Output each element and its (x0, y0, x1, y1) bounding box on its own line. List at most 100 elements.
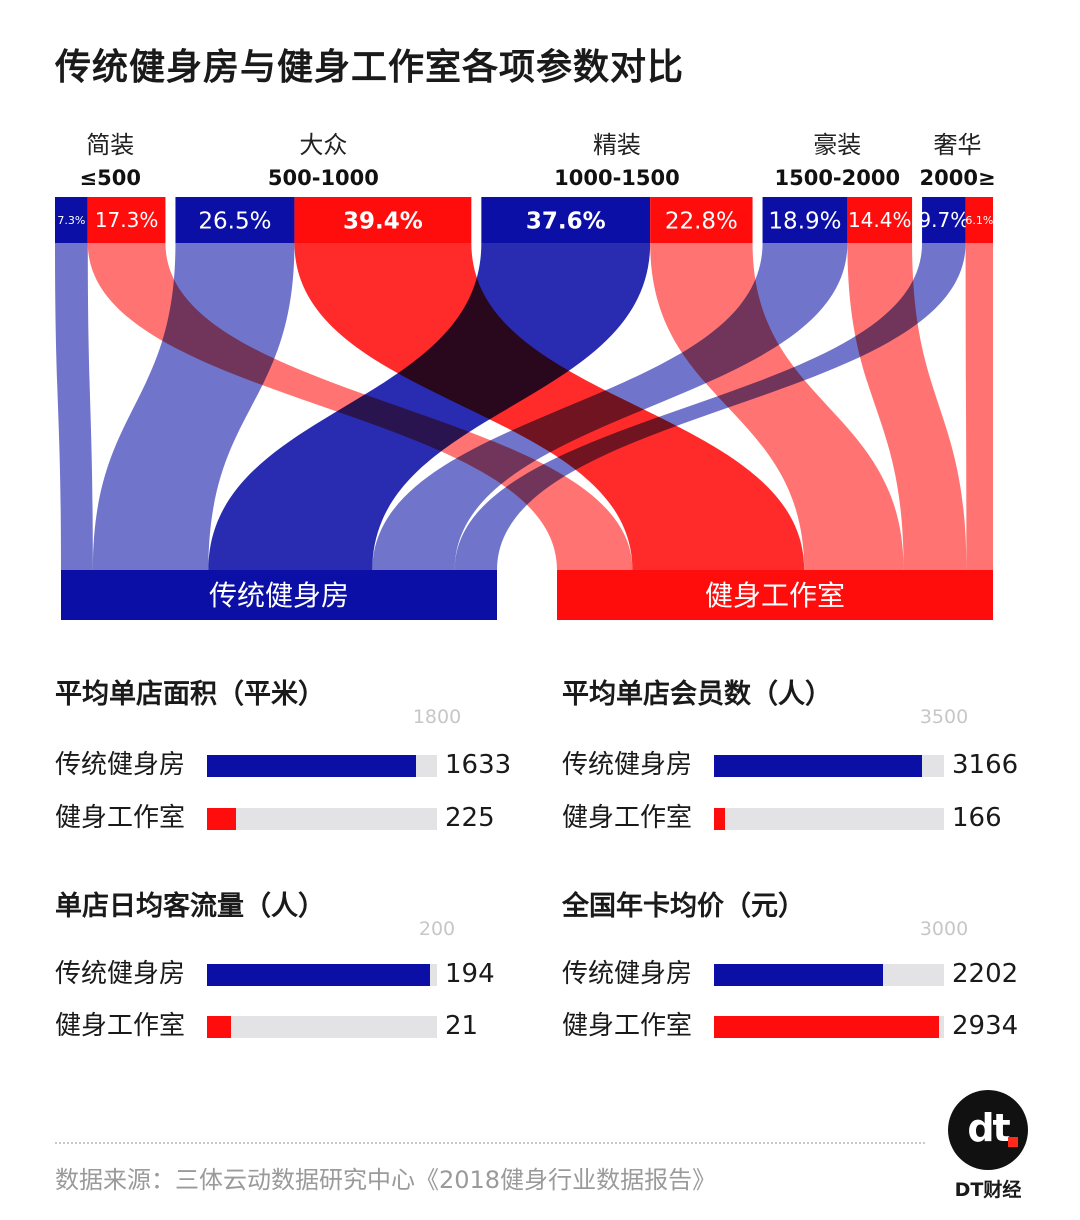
logo-dot (1008, 1137, 1018, 1147)
top-bar-studio (965, 197, 993, 243)
bar-track (207, 964, 437, 986)
top-bar-traditional (481, 197, 651, 243)
bottom-bar-traditional (61, 570, 497, 620)
dt-logo: dt (948, 1090, 1028, 1170)
bar-traditional (207, 755, 416, 777)
top-value-label: 39.4% (343, 208, 423, 234)
bar-row-studio: 健身工作室 225 (55, 803, 525, 833)
flow-traditional (454, 243, 966, 570)
bar-traditional (714, 964, 883, 986)
panel-traffic: 单店日均客流量（人） 200 传统健身房 194 健身工作室 21 (55, 884, 525, 1064)
flow-studio (965, 243, 993, 570)
bottom-bar-label: 传统健身房 (209, 579, 349, 612)
bar-track (714, 808, 944, 830)
top-bar-studio (294, 197, 472, 243)
category-range: 1000-1500 (554, 166, 680, 190)
bar-track (714, 755, 944, 777)
value-label: 194 (445, 959, 495, 989)
top-value-label: 18.9% (768, 208, 841, 234)
row-label: 传统健身房 (55, 959, 186, 989)
bar-row-traditional: 传统健身房 2202 (562, 959, 1032, 989)
bar-track (207, 755, 437, 777)
category-range: 500-1000 (268, 166, 379, 190)
logo-text: dt (967, 1106, 1010, 1150)
flow-traditional (92, 243, 295, 570)
top-value-label: 22.8% (665, 208, 738, 234)
top-value-label: 37.6% (526, 208, 606, 234)
bar-row-traditional: 传统健身房 1633 (55, 750, 525, 780)
top-bar-traditional (922, 197, 966, 243)
brand-name: DT财经 (954, 1179, 1022, 1201)
chart-title: 传统健身房与健身工作室各项参数对比 (55, 47, 685, 88)
top-value-label: 9.7% (918, 208, 969, 232)
top-value-label: 26.5% (198, 208, 271, 234)
top-bar-traditional (55, 197, 88, 243)
top-bar-traditional (175, 197, 295, 243)
bar-row-traditional: 传统健身房 3166 (562, 750, 1032, 780)
axis-max-label: 200 (418, 918, 456, 940)
axis-max-label: 1800 (412, 706, 462, 728)
footer-divider (55, 1142, 925, 1144)
value-label: 2202 (952, 959, 1019, 989)
row-label: 传统健身房 (562, 959, 693, 989)
row-label: 传统健身房 (562, 750, 693, 780)
bar-track (714, 964, 944, 986)
bar-traditional (207, 964, 431, 986)
top-value-label: 7.3% (57, 214, 85, 227)
bar-studio (714, 808, 725, 830)
category-name: 精装 (593, 131, 641, 159)
bottom-bar-label: 健身工作室 (705, 579, 845, 612)
value-label: 225 (445, 803, 495, 833)
value-label: 2934 (952, 1011, 1019, 1041)
top-value-label: 14.4% (848, 208, 912, 232)
bar-track (207, 808, 437, 830)
category-range: 2000≥ (920, 166, 996, 190)
row-label: 健身工作室 (562, 803, 693, 833)
axis-max-label: 3500 (919, 706, 969, 728)
bar-studio (714, 1016, 939, 1038)
bar-studio (207, 1016, 232, 1038)
bar-track (714, 1016, 944, 1038)
bar-track (207, 1016, 437, 1038)
panel-members: 平均单店会员数（人） 3500 传统健身房 3166 健身工作室 166 (562, 672, 1032, 852)
panel-title-traffic: 单店日均客流量（人） (55, 891, 325, 922)
top-bar-studio (847, 197, 913, 243)
row-label: 健身工作室 (55, 1011, 186, 1041)
flow-studio (847, 243, 967, 570)
axis-max-label: 3000 (919, 918, 969, 940)
source-note: 数据来源：三体云动数据研究中心《2018健身行业数据报告》 (55, 1166, 717, 1194)
flow-traditional (55, 243, 93, 570)
bar-row-traditional: 传统健身房 194 (55, 959, 525, 989)
flow-traditional (208, 243, 651, 570)
row-label: 传统健身房 (55, 750, 186, 780)
panel-title-card-price: 全国年卡均价（元） (562, 891, 805, 922)
category-name: 豪装 (813, 131, 861, 159)
bottom-bar-studio (557, 570, 993, 620)
panel-title-area: 平均单店面积（平米） (55, 679, 325, 710)
bar-row-studio: 健身工作室 166 (562, 803, 1032, 833)
bar-studio (207, 808, 236, 830)
sankey-chart: 简装 ≤500 7.3% 17.3% 大众 500-1000 26.5% 39.4% 精装 100… (55, 131, 996, 620)
category-range: 1500-2000 (774, 166, 900, 190)
flow-studio (650, 243, 904, 570)
row-label: 健身工作室 (562, 1011, 693, 1041)
value-label: 3166 (952, 750, 1019, 780)
flow-studio (294, 243, 805, 570)
top-value-label: 6.1% (965, 214, 993, 227)
category-name: 简装 (86, 131, 134, 159)
panel-card-price: 全国年卡均价（元） 3000 传统健身房 2202 健身工作室 2934 (562, 884, 1032, 1064)
panel-area: 平均单店面积（平米） 1800 传统健身房 1633 健身工作室 225 (55, 672, 525, 852)
top-bar-traditional (762, 197, 848, 243)
bar-row-studio: 健身工作室 2934 (562, 1011, 1032, 1041)
top-bar-studio (650, 197, 753, 243)
bar-row-studio: 健身工作室 21 (55, 1011, 525, 1041)
row-label: 健身工作室 (55, 803, 186, 833)
category-range: ≤500 (80, 166, 141, 190)
category-name: 奢华 (934, 131, 982, 159)
top-bar-studio (87, 197, 166, 243)
value-label: 1633 (445, 750, 512, 780)
category-name: 大众 (299, 131, 347, 159)
value-label: 166 (952, 803, 1002, 833)
top-value-label: 17.3% (95, 208, 159, 232)
value-label: 21 (445, 1011, 479, 1041)
